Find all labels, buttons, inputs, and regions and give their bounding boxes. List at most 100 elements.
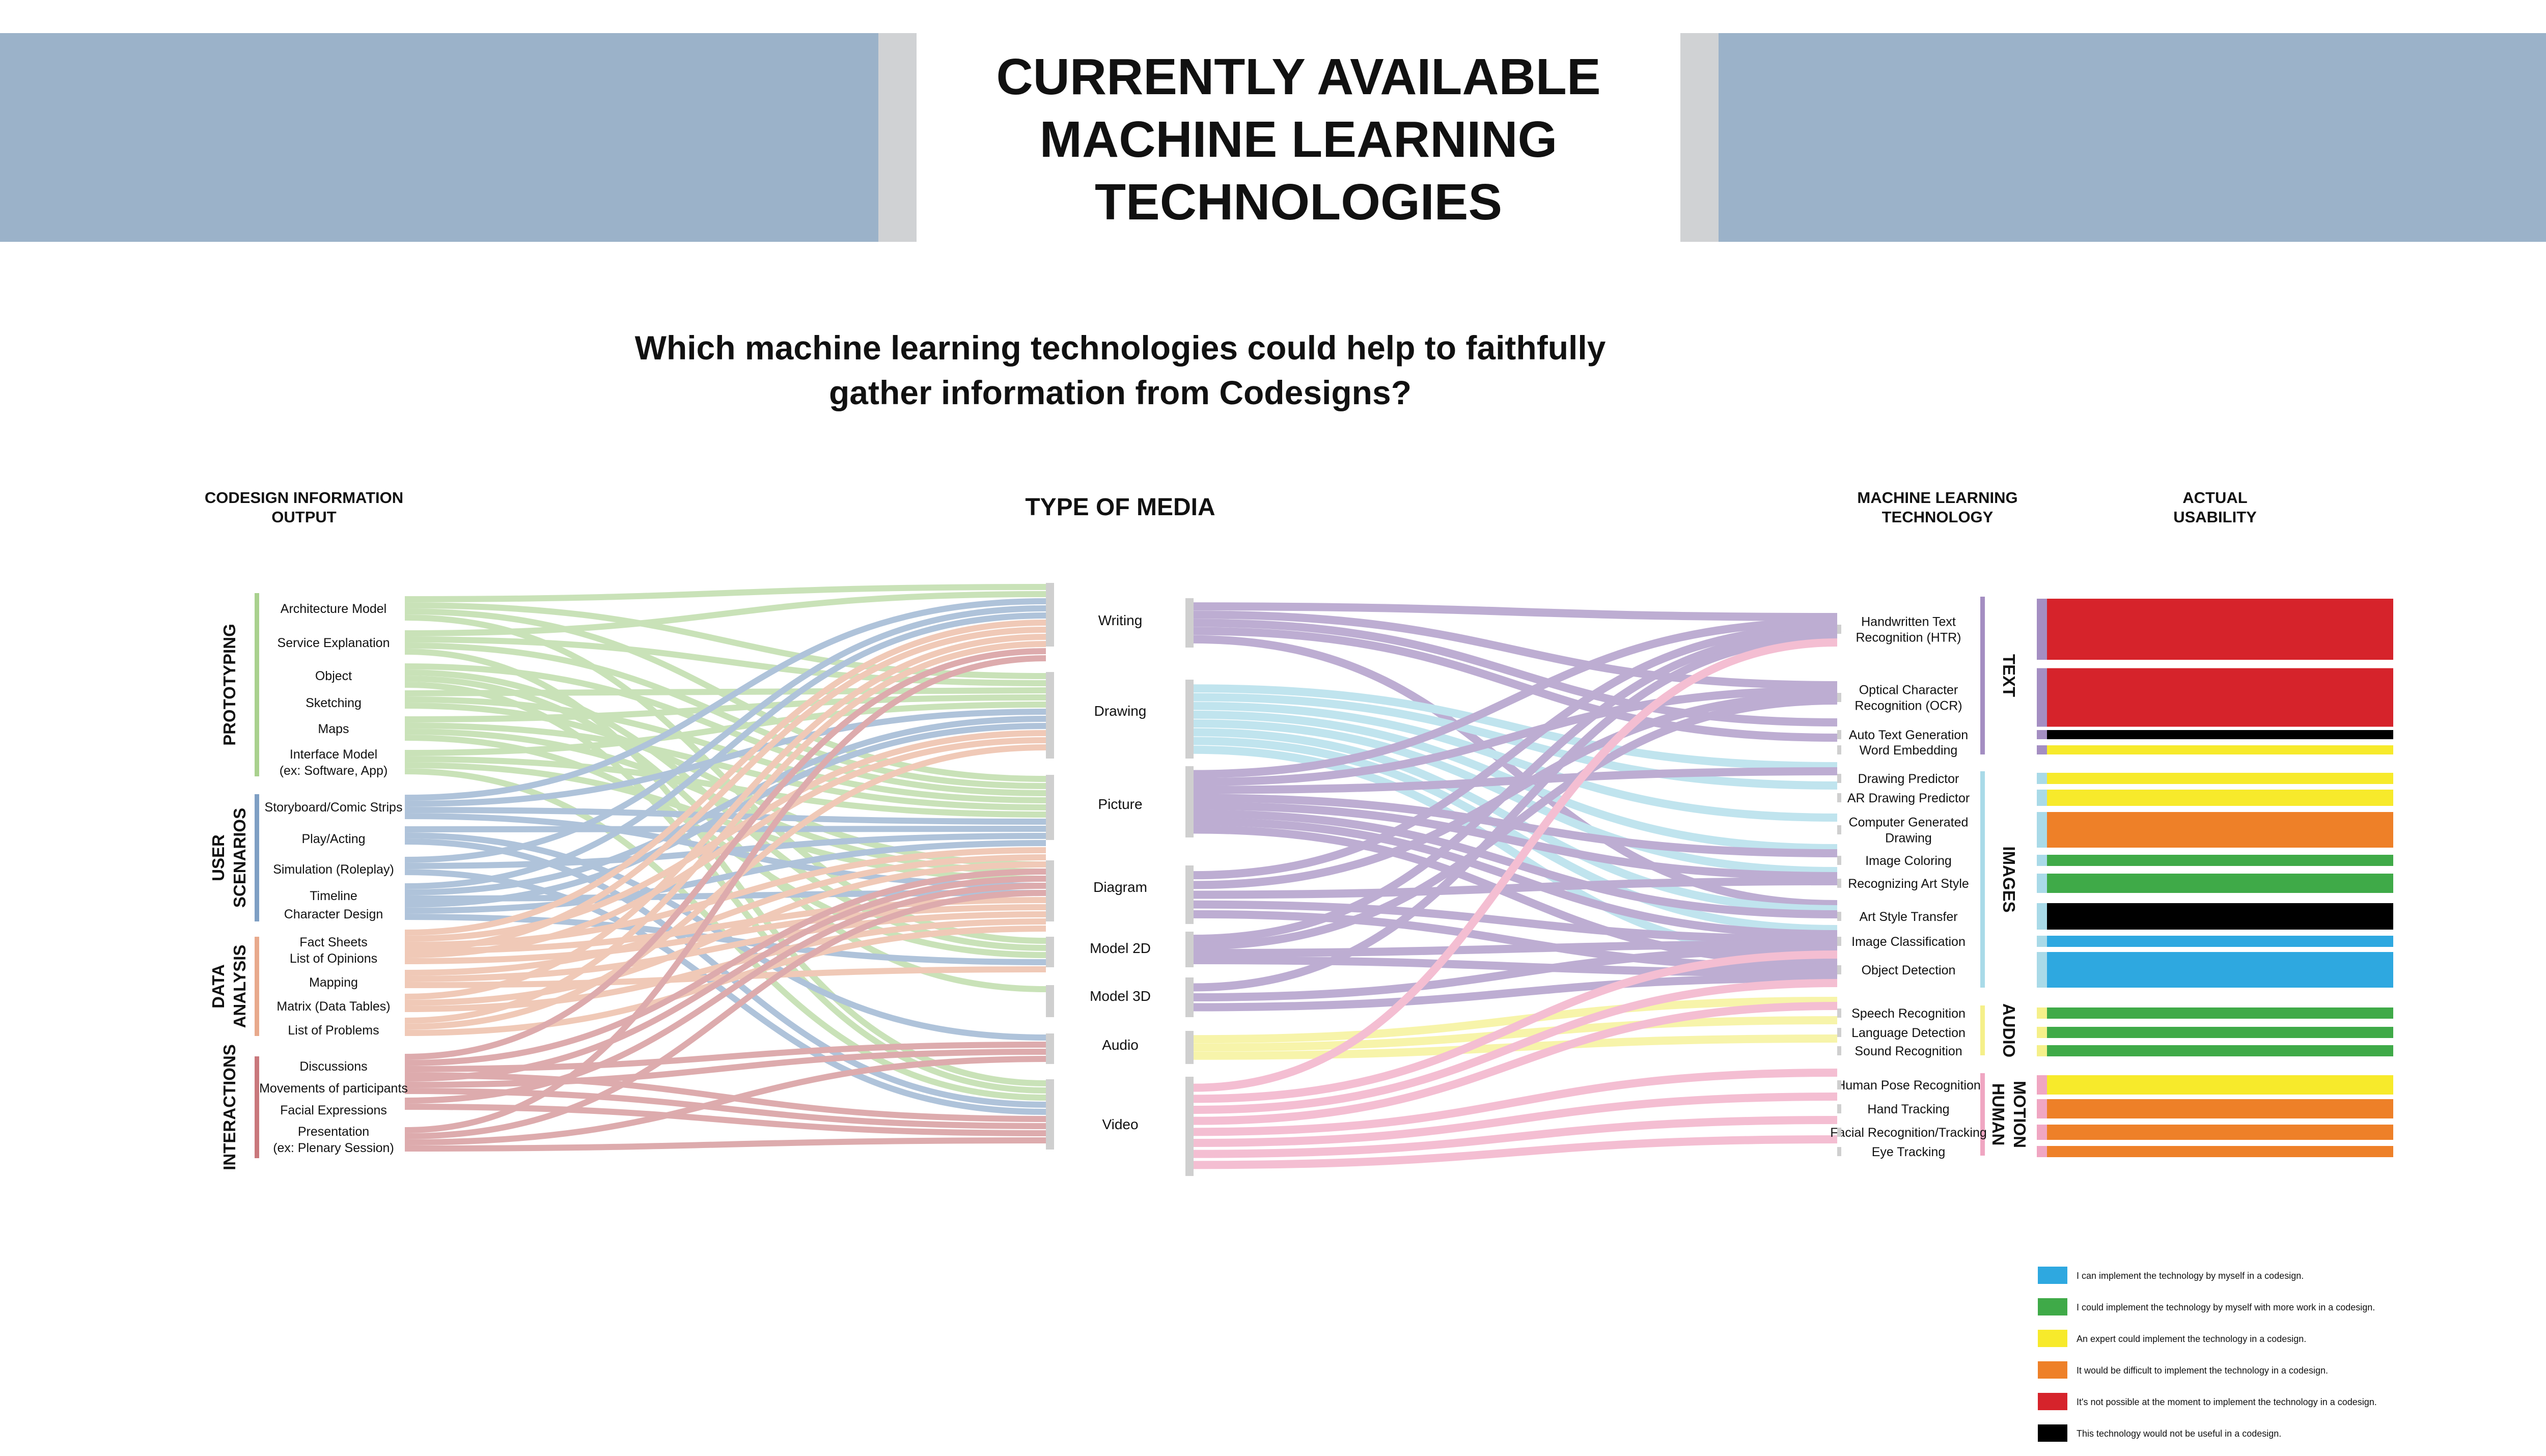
flow-video-to-tech <box>1193 950 1838 1103</box>
usability-bar <box>2047 745 2393 754</box>
usability-group-tick <box>2037 903 2047 930</box>
header-banner <box>0 33 2546 242</box>
legend-swatch <box>2038 1298 2067 1315</box>
banner-left <box>0 33 878 242</box>
media-node-right-model-3d <box>1185 977 1194 1017</box>
legend-swatch <box>2038 1330 2067 1347</box>
tech-item-computer-generated: Drawing <box>1885 831 1932 846</box>
tech-header-line: MACHINE LEARNING <box>1857 489 2017 507</box>
flow-output-to-video <box>404 838 1046 1108</box>
flow-output-to-picture <box>404 869 1046 1066</box>
technology-column: TEXT Handwritten Text Recognition (HTR) Opt… <box>1830 597 2029 1159</box>
flow-video-to-tech <box>1193 1002 1838 1125</box>
tech-node-marker <box>1837 625 1841 634</box>
output-item-presentation: Presentation <box>298 1125 369 1139</box>
usability-bar <box>2047 1075 2393 1095</box>
usability-bar <box>2047 936 2393 947</box>
output-item-interface-model: Interface Model <box>290 747 377 762</box>
tech-group-label-images: IMAGES <box>2000 846 2018 912</box>
tech-item-auto-text-generation: Auto Text Generation <box>1849 728 1968 742</box>
media-node-right-diagram <box>1185 865 1194 924</box>
output-item-character-design: Character Design <box>284 907 383 921</box>
flow-output-to-video <box>404 1137 1046 1152</box>
tech-item-word-embedding: Word Embedding <box>1860 743 1958 758</box>
flow-audio-to-tech <box>1193 1016 1838 1052</box>
question-line: gather information from Codesigns? <box>829 374 1412 411</box>
tech-item-computer-generated: Computer Generated <box>1849 816 1969 830</box>
output-item-interface-model: (ex: Software, App) <box>280 764 388 778</box>
banner-right <box>1719 33 2546 242</box>
flow-output-to-drawing <box>404 744 1046 1030</box>
media-label-drawing: Drawing <box>1094 703 1147 719</box>
output-item-service-explanation: Service Explanation <box>278 636 390 650</box>
flow-output-to-video <box>404 1088 1046 1129</box>
media-node-left-video <box>1046 1079 1054 1150</box>
tech-node-marker <box>1837 1147 1841 1156</box>
flow-picture-to-tech <box>1193 801 1838 880</box>
tech-item-facial-recognition-tracking: Facial Recognition/Tracking <box>1830 1126 1987 1140</box>
flow-drawing-to-tech <box>1193 693 1838 790</box>
flow-output-to-writing <box>404 634 1046 1000</box>
flow-model-2d-to-tech <box>1193 696 1838 950</box>
tech-group-bar <box>1980 1073 1985 1156</box>
flow-output-to-picture <box>404 840 1046 914</box>
output-item-fact-sheets: Fact Sheets <box>299 935 367 949</box>
flow-output-to-drawing <box>404 636 1046 686</box>
tech-node-marker <box>1837 825 1841 834</box>
tech-item-image-coloring: Image Coloring <box>1865 854 1952 868</box>
usability-group-tick <box>2037 730 2047 739</box>
flow-audio-to-tech <box>1193 997 1838 1044</box>
legend-text: It would be difficult to implement the t… <box>2077 1365 2328 1376</box>
usability-group-tick <box>2037 1027 2047 1038</box>
tech-group-label-human-motion: MOTION <box>2010 1081 2029 1148</box>
tech-group-label-audio: AUDIO <box>2000 1003 2018 1057</box>
usability-bar <box>2047 874 2393 893</box>
media-to-technology-flows <box>1193 602 1838 1169</box>
media-label-model-3d: Model 3D <box>1090 988 1151 1004</box>
media-node-right-picture <box>1185 766 1194 837</box>
tech-item-recognizing-art-style: Recognizing Art Style <box>1848 877 1969 891</box>
flow-output-to-diagram <box>404 897 1046 954</box>
usability-header-line: USABILITY <box>2173 508 2257 526</box>
output-group-label-data-analysis: ANALYSIS <box>230 945 249 1028</box>
output-group-bar <box>255 1056 259 1158</box>
flow-output-to-audio <box>404 1056 1046 1145</box>
flow-diagram-to-tech <box>1193 900 1838 943</box>
usability-bar <box>2047 952 2393 988</box>
page-title-line: CURRENTLY AVAILABLE <box>996 48 1600 105</box>
tech-item-speech-recognition: Speech Recognition <box>1851 1006 1966 1021</box>
tech-item-human-pose-recognition: Human Pose Recognition <box>1836 1078 1981 1093</box>
media-node-left-drawing <box>1046 672 1054 759</box>
flow-output-to-model-2d <box>404 914 1046 965</box>
media-node-left-model-2d <box>1046 937 1054 967</box>
usability-bar <box>2047 773 2393 784</box>
flow-video-to-tech <box>1193 1116 1838 1158</box>
output-item-facial-expressions: Facial Expressions <box>280 1103 387 1117</box>
media-label-diagram: Diagram <box>1093 879 1147 895</box>
flow-output-to-model-2d <box>404 669 1046 951</box>
output-item-list-of-opinions: List of Opinions <box>290 951 377 966</box>
tech-item-art-style-transfer: Art Style Transfer <box>1859 910 1957 924</box>
usability-bar <box>2047 903 2393 930</box>
tech-header-line: TECHNOLOGY <box>1882 508 1994 526</box>
page-title-line: MACHINE LEARNING <box>1040 111 1558 168</box>
flow-output-to-audio <box>404 1049 1046 1088</box>
usability-bar <box>2047 855 2393 866</box>
flow-output-to-writing <box>404 620 1046 936</box>
flow-output-to-picture <box>404 890 1046 1139</box>
tech-node-marker <box>1837 693 1841 702</box>
flow-output-to-video <box>404 1104 1046 1136</box>
media-label-picture: Picture <box>1098 796 1142 812</box>
usability-bar <box>2047 1099 2393 1118</box>
tech-group-label-text: TEXT <box>2000 654 2018 697</box>
usability-bars <box>2037 599 2393 1157</box>
tech-item-handwritten-text: Handwritten Text <box>1861 615 1956 629</box>
media-node-left-audio <box>1046 1033 1054 1064</box>
tech-item-language-detection: Language Detection <box>1851 1026 1966 1040</box>
legend-swatch <box>2038 1267 2067 1284</box>
tech-group-bar <box>1980 597 1985 754</box>
usability-group-tick <box>2037 668 2047 727</box>
media-label-video: Video <box>1102 1116 1138 1132</box>
flow-picture-to-tech <box>1193 686 1838 787</box>
